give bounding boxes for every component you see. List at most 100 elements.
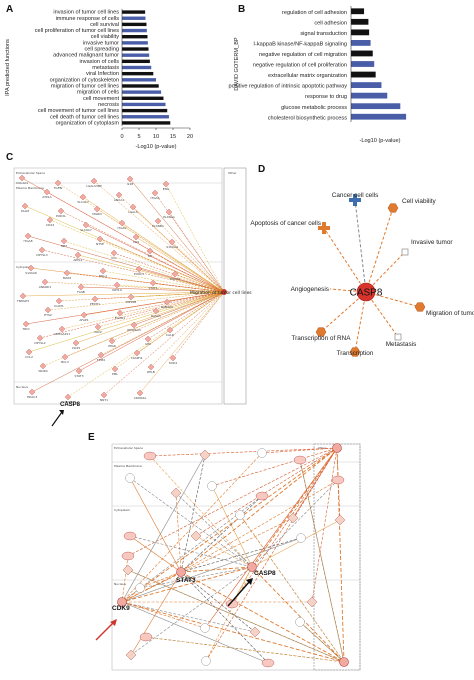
gene-label: VCL [111, 256, 117, 260]
gene-node [168, 238, 176, 246]
gene-node [144, 335, 152, 343]
gene-label: TPM4 [96, 358, 105, 362]
gene-label: SLC9A7 [80, 228, 92, 232]
edge [299, 459, 345, 663]
function-node [315, 327, 327, 337]
category-label: signal transduction [300, 31, 347, 37]
category-label: necrosis [98, 102, 119, 108]
gene-label: VAV2 [94, 330, 102, 334]
edge [180, 537, 302, 573]
category-label: cell viability [91, 34, 119, 40]
gene-node [64, 393, 72, 401]
edge [175, 492, 182, 573]
category-label: migration of tumor cell lines [51, 83, 119, 89]
gene-node [46, 216, 54, 224]
edge [121, 447, 338, 603]
bar [122, 65, 152, 70]
bar [351, 92, 388, 99]
network-d: CASP8 Cancer cell cells Cell viability Apop… [250, 192, 474, 357]
gene-node [152, 307, 160, 315]
gene-node [75, 367, 83, 375]
edge [130, 571, 182, 656]
gene-label: DPYSL3 [36, 253, 47, 257]
gene-node [162, 180, 170, 188]
edge [135, 236, 225, 293]
category-label: invasion of tumor cell lines [53, 10, 119, 16]
gene-node [149, 279, 157, 287]
category-label: cholesterol biosynthetic process [268, 115, 347, 121]
gene-label: TNFAIP3 [16, 299, 29, 303]
gene-label: SOD2 [169, 361, 178, 365]
gene-node [296, 533, 306, 543]
gene-label: ITGAV [117, 226, 127, 230]
edge [149, 250, 225, 293]
gene-node [80, 311, 88, 319]
gene-label: CD44 [46, 223, 54, 227]
gene-node [293, 455, 307, 465]
edge [121, 222, 225, 293]
gene-label: PPAR [108, 344, 116, 348]
x-tick-label: 15 [170, 134, 176, 140]
casp8-label-c: CASP8 [60, 402, 81, 408]
gene-label: COL1A1 [16, 181, 28, 185]
e-section-plasma: Plasma Membrane [114, 464, 142, 468]
gene-label: MKL1 [99, 274, 107, 278]
category-label: negative regulation of cell proliferatio… [253, 63, 347, 69]
gene-label: MET [61, 244, 67, 248]
gene-label: MAP2 [63, 276, 71, 280]
edge [180, 454, 206, 573]
bar [122, 10, 146, 14]
edge [145, 636, 345, 663]
edge [44, 281, 225, 293]
bar [351, 71, 376, 78]
category-label: glucose metabolic process [281, 105, 347, 111]
bar [122, 16, 146, 20]
category-label: invasive tumor [83, 40, 119, 46]
function-label: Angiogenesis [291, 286, 329, 293]
edge [147, 291, 225, 340]
gene-node [125, 649, 137, 661]
edge [133, 291, 225, 326]
gene-node [201, 656, 211, 666]
edge [127, 447, 338, 557]
gene-label: IL18 [127, 182, 133, 186]
gene-node [24, 232, 32, 240]
gene-node [151, 189, 159, 197]
edge [211, 485, 253, 568]
edge [365, 207, 394, 293]
panel-b-letter: B [238, 4, 245, 15]
gene-label: LGALS3BP [86, 184, 102, 188]
gene-node [139, 632, 153, 642]
cdk9-label: CDK9 [112, 605, 130, 612]
section-extracellular: Extracellular Space [16, 171, 45, 175]
casp8-node [356, 282, 376, 302]
gene-node [72, 339, 80, 347]
edge [39, 291, 225, 339]
stat3-label: STAT3 [176, 577, 196, 584]
gene-node [126, 175, 134, 183]
edge [211, 447, 338, 487]
gene-label: MGRN [92, 212, 101, 216]
panel-e-letter: E [88, 432, 95, 443]
bar [122, 22, 147, 27]
hub-node [339, 657, 349, 667]
edge [139, 571, 182, 589]
gene-node [91, 295, 99, 303]
edge [129, 535, 253, 568]
gene-label: ITGA6 [150, 196, 159, 200]
edge [261, 447, 338, 454]
edge [204, 447, 338, 629]
edge [77, 254, 225, 293]
edge [130, 291, 225, 298]
casp8-label-d: CASP8 [350, 288, 383, 299]
edge [103, 291, 225, 396]
edge [46, 191, 225, 293]
bar [122, 121, 171, 125]
gene-label: DIAPH1 [131, 356, 142, 360]
y-axis-label: IPA predicted functions [5, 39, 11, 96]
category-label: advanced malignant tumor [53, 53, 119, 59]
edge [172, 291, 225, 359]
category-label: negative regulation of cell migration [259, 52, 347, 58]
gene-label: CALD [166, 333, 175, 337]
edge [138, 268, 225, 293]
